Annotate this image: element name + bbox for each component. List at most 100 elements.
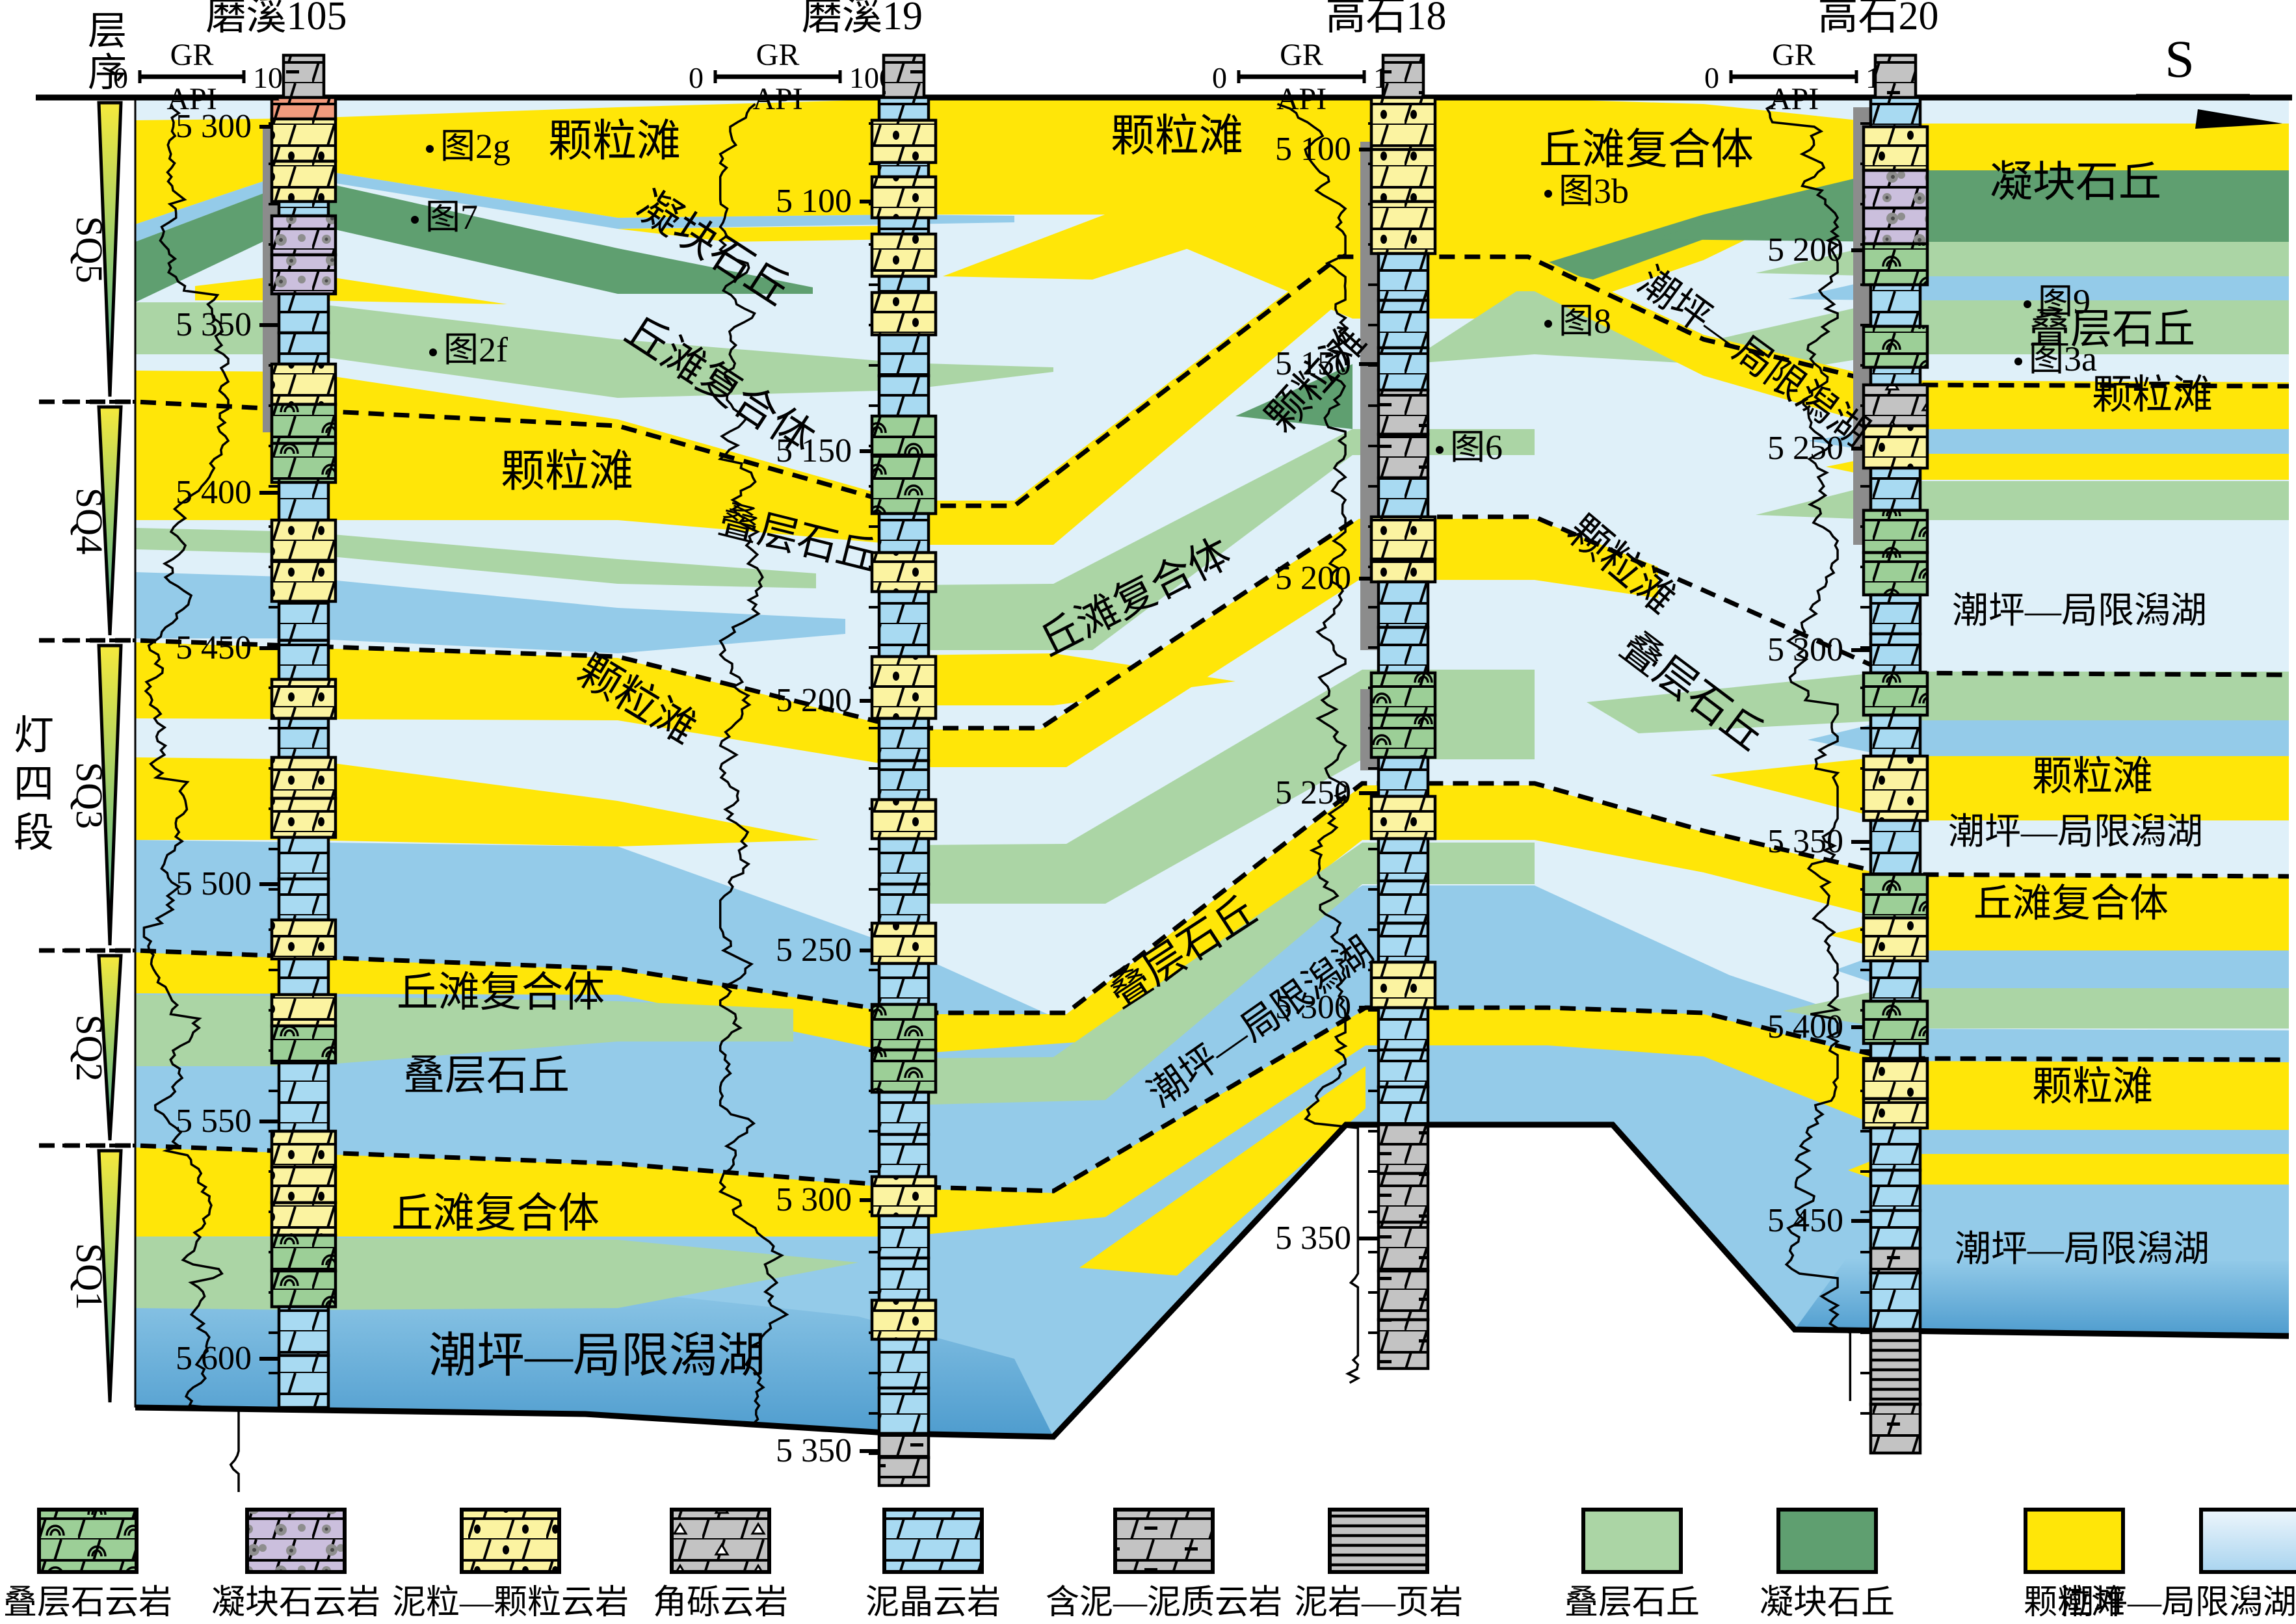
lith-block-grain (870, 232, 938, 278)
sequence-column-title: 层 (88, 10, 127, 53)
sequence-boundary (39, 1005, 2289, 1194)
depth-label: 5 200 (1275, 560, 1351, 597)
lith-block-micrite (877, 1337, 930, 1390)
lith-block-micrite (877, 590, 930, 659)
lith-block-micrite (877, 882, 930, 925)
lith-block-mud (877, 1432, 930, 1460)
lith-block-grain (270, 558, 337, 603)
facies-label: 潮坪—局限潟湖 (1955, 1229, 2210, 1270)
lith-block-micrite (877, 962, 930, 1006)
lith-block-strom (1862, 508, 1929, 555)
facies-band (1079, 1066, 1366, 1276)
depth-label: 5 350 (1275, 1220, 1351, 1257)
lith-block-mud (877, 1456, 930, 1487)
lith-block-grain (1369, 794, 1437, 841)
lith-block-grain (270, 1129, 337, 1169)
lith-block-micrite (1869, 959, 1922, 1003)
legend-label: 含泥—泥质云岩 (1046, 1584, 1282, 1621)
legend-label: 叠层石云岩 (3, 1584, 172, 1621)
lith-block-strom (870, 1002, 938, 1052)
lith-block-clot (270, 214, 337, 257)
lith-block-grain (870, 921, 938, 965)
legend-swatch-solid_pb (2199, 1508, 2296, 1574)
lith-block-strom (1862, 671, 1929, 717)
depth-label: 5 450 (176, 629, 252, 666)
facies-label: 丘滩复合体 (1973, 882, 2169, 925)
figure-ref: 图9 (2038, 282, 2091, 321)
facies-band (135, 252, 2289, 545)
lith-block-micrite (877, 759, 930, 802)
lith-block-grain (1862, 1097, 1929, 1130)
facies-band (135, 785, 2289, 1054)
facies-band (1587, 672, 2289, 733)
figure-ref: 图2f (443, 330, 508, 369)
lith-block-strom (270, 1269, 337, 1309)
direction-arrow-icon (2195, 109, 2282, 129)
lith-block-grain (1369, 515, 1437, 561)
lith-block-micrite (1869, 1209, 1922, 1250)
lith-block-micrite (1377, 252, 1430, 302)
lith-block-micrite (1377, 625, 1430, 675)
lith-block-strom (1369, 713, 1437, 759)
facies-band (135, 1009, 2289, 1237)
well-title: 高石18 (1325, 0, 1446, 38)
lith-block-micrite (1377, 1085, 1430, 1127)
figure-ref: 图7 (425, 198, 478, 237)
facies-label: 颗粒滩 (2092, 373, 2213, 417)
lith-block-micrite (1377, 837, 1430, 883)
figure-ref-dot (429, 348, 437, 356)
legend-label: 凝块石云岩 (211, 1584, 380, 1621)
figure-ref: 图2g (440, 127, 510, 166)
facies-band (1665, 300, 2289, 376)
depth-label: 5 300 (776, 1181, 852, 1218)
sequence-wedge (97, 101, 123, 397)
facies-band (904, 429, 1535, 650)
sequence-boundary (39, 254, 2289, 508)
lith-block-micrite (877, 1256, 930, 1302)
lith-block-strom (1862, 999, 1929, 1045)
lith-block-micrite (277, 716, 330, 759)
figure-ref-dot (1436, 446, 1444, 454)
lith-block-mud (1377, 1318, 1430, 1370)
facies-band (904, 653, 1235, 705)
facies-label: 潮坪—局限潟湖 (1948, 812, 2203, 852)
facies-band (1652, 170, 2289, 242)
lith-block-strom (1862, 872, 1929, 920)
depth-label: 5 450 (1767, 1202, 1843, 1239)
lith-block-mud (1869, 1246, 1922, 1275)
lith-block-grain (1369, 200, 1437, 255)
lith-block-strom (270, 402, 337, 445)
lith-block-strom (270, 1024, 337, 1065)
lith-block-micrite (277, 835, 330, 881)
legend-label: 潮坪—局限潟湖 (2060, 1584, 2296, 1621)
facies-band (1235, 364, 1353, 429)
formation-label: 灯 (14, 714, 54, 758)
lith-block-micrite (1869, 593, 1922, 636)
lith-block-micrite (877, 1133, 930, 1179)
gr-scale-min: 0 (689, 61, 704, 94)
lith-block-mud (1377, 1172, 1430, 1224)
lith-block-grain (270, 362, 337, 406)
depth-label: 5 300 (176, 108, 252, 145)
lith-block-micrite (277, 599, 330, 642)
formation-label: 四 (14, 763, 54, 807)
facies-band (1828, 920, 2289, 950)
legend-label: 颗粒滩 (2024, 1584, 2125, 1621)
lith-block-mud (1873, 53, 1918, 99)
lith-block-micrite (877, 333, 930, 378)
lith-block-grain (1862, 125, 1929, 172)
depth-label: 5 150 (776, 432, 852, 469)
lith-block-micrite (1869, 96, 1922, 129)
lith-block-grain (870, 118, 938, 164)
lith-block-mud (1377, 1220, 1430, 1273)
figure-ref: 图8 (1559, 302, 1611, 341)
lith-block-micrite (877, 96, 930, 122)
well-title: 磨溪19 (802, 0, 923, 38)
facies-label: 颗粒滩 (2032, 1065, 2153, 1109)
depth-label: 5 350 (1767, 823, 1843, 860)
lith-block-micrite (277, 1305, 330, 1357)
lith-block-brec (1862, 383, 1929, 428)
lith-block-shale (1869, 1328, 1922, 1406)
sequence-label: SQ4 (68, 488, 111, 555)
lith-block-strom (1369, 671, 1437, 717)
